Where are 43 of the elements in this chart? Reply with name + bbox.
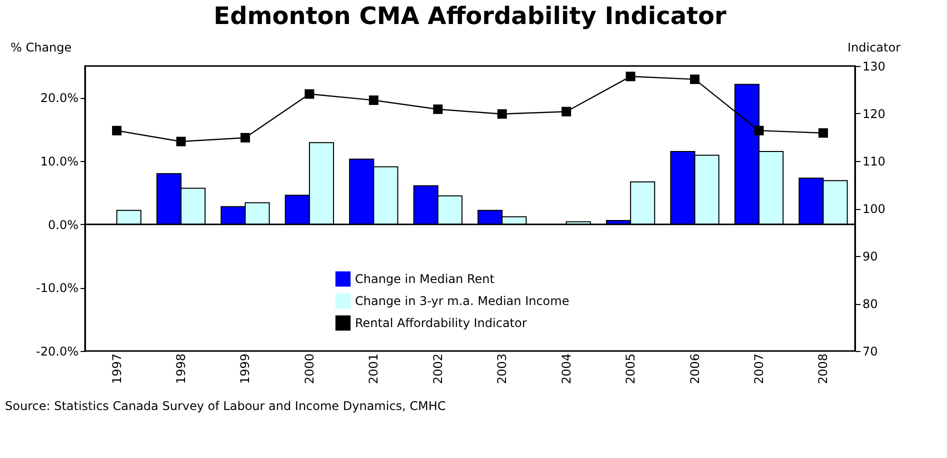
y2-tick-label: 70	[862, 344, 878, 358]
y2-tick-label: 80	[862, 297, 878, 311]
legend-label: Change in 3-yr m.a. Median Income	[355, 294, 570, 308]
y-tick-label: 10.0%	[40, 154, 78, 168]
y2-tick-label: 100	[862, 202, 886, 216]
y2-axis-title: Indicator	[847, 40, 901, 54]
y2-tick-label: 110	[862, 154, 886, 168]
point	[626, 72, 636, 82]
x-tick-label: 1998	[174, 354, 188, 384]
y-tick-label: -10.0%	[36, 281, 78, 296]
x-tick-label: 2003	[495, 354, 510, 384]
point	[304, 89, 314, 99]
point	[690, 74, 700, 84]
x-tick-label: 2000	[302, 354, 316, 384]
legend-label: Change in Median Rent	[355, 272, 495, 286]
x-tick-label: 2006	[688, 354, 702, 384]
x-tick-label: 1997	[110, 354, 124, 384]
x-tick-label: 2002	[430, 354, 445, 384]
y-tick-label: 20.0%	[40, 91, 78, 106]
x-tick-label: 1999	[238, 354, 252, 384]
x-tick-label: 2005	[624, 354, 638, 384]
x-tick-label: 2007	[752, 354, 766, 384]
point	[754, 126, 764, 136]
point	[240, 132, 250, 142]
y2-tick-label: 90	[862, 250, 878, 264]
y2-tick-label: 120	[862, 107, 886, 121]
y2-tick-label: 130	[862, 60, 886, 74]
point	[176, 136, 186, 146]
y-axis-title: % Change	[10, 40, 72, 54]
y-tick-label: 0.0%	[48, 218, 78, 232]
point	[497, 109, 507, 119]
y-tick-label: -20.0%	[36, 344, 78, 358]
point	[368, 95, 378, 105]
legend-label: Rental Affordability Indicator	[355, 316, 527, 330]
x-tick-label: 2001	[366, 354, 381, 384]
point	[112, 126, 122, 136]
point	[818, 128, 828, 138]
source-note: Source: Statistics Canada Survey of Labour and Income Dynamics, CMHC	[5, 399, 446, 413]
point	[562, 106, 572, 116]
point	[433, 104, 443, 114]
x-tick-label: 2004	[559, 354, 574, 384]
chart-title: Edmonton CMA Affordability Indicator	[214, 2, 726, 30]
x-tick-label: 2008	[816, 354, 830, 384]
